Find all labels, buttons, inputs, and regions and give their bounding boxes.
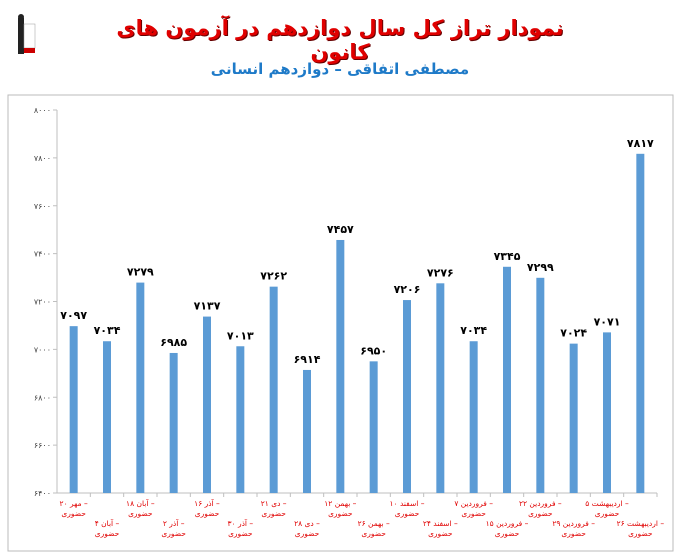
x-tick-label: حضوری <box>461 509 486 518</box>
bar <box>336 239 345 493</box>
x-tick-label: ۲۶ بهمن – <box>358 519 390 528</box>
x-tick-label: ۲۴ اسفند – <box>423 519 458 528</box>
y-tick-label: ۶۸۰۰ <box>34 393 51 402</box>
x-tick-label: ۱۰ اسفند – <box>390 499 425 508</box>
x-tick-label: حضوری <box>328 509 353 518</box>
x-tick-label: حضوری <box>361 529 386 538</box>
x-tick-label: ۷ فروردین – <box>454 499 493 508</box>
bar <box>236 346 245 493</box>
bar <box>503 266 511 493</box>
x-tick-label: حضوری <box>595 509 620 518</box>
bar <box>169 352 178 493</box>
x-tick-label: حضوری <box>395 509 420 518</box>
x-tick-label: ۱۵ فروردین – <box>486 519 529 528</box>
x-tick-label: حضوری <box>628 529 653 538</box>
y-tick-label: ۸۰۰۰ <box>34 106 51 115</box>
x-tick-label: حضوری <box>528 509 553 518</box>
data-label: ۷۰۱۳ <box>227 329 254 342</box>
y-tick-label: ۶۴۰۰ <box>34 489 51 498</box>
x-tick-label: ۲ آذر – <box>163 518 185 528</box>
x-tick-label: حضوری <box>128 509 153 518</box>
kanoon-logo <box>18 14 36 54</box>
data-label: ۷۲۷۶ <box>427 266 454 279</box>
bar <box>69 326 78 493</box>
x-tick-label: ۲۸ دی – <box>294 519 320 528</box>
x-tick-label: ۱۶ آذر – <box>194 498 220 508</box>
data-label: ۶۹۵۰ <box>360 344 387 357</box>
data-label: ۷۰۹۷ <box>60 309 87 322</box>
data-label: ۶۹۸۵ <box>160 336 187 349</box>
bar <box>636 153 645 494</box>
chart-frame <box>7 94 674 552</box>
x-tick-label: حضوری <box>428 529 453 538</box>
x-tick-label: ۵ اردیبهشت – <box>585 499 629 508</box>
data-label: ۷۳۴۵ <box>494 250 521 263</box>
bar <box>603 332 611 493</box>
x-tick-label: ۱۸ آبان – <box>126 498 155 508</box>
y-tick-label: ۷۰۰۰ <box>34 345 51 354</box>
x-tick-label: حضوری <box>495 529 520 538</box>
x-tick-label: ۴ آبان – <box>95 518 120 528</box>
x-tick-label: حضوری <box>261 509 286 518</box>
x-tick-label: ۲۰ مهر – <box>60 499 88 508</box>
y-tick-label: ۷۴۰۰ <box>34 250 51 259</box>
data-label: ۶۹۱۴ <box>294 353 321 366</box>
data-label: ۷۸۱۷ <box>627 137 654 150</box>
data-label: ۷۲۰۶ <box>394 283 421 296</box>
x-tick-label: حضوری <box>161 529 186 538</box>
x-tick-label: حضوری <box>195 509 220 518</box>
y-tick-label: ۶۶۰۰ <box>34 441 51 450</box>
data-label: ۷۴۵۷ <box>327 223 354 236</box>
x-tick-label: حضوری <box>295 529 320 538</box>
data-label: ۷۰۲۴ <box>560 327 587 340</box>
x-tick-label: ۲۹ فروردین – <box>552 519 595 528</box>
x-tick-label: ۱۲ بهمن – <box>324 499 356 508</box>
bar <box>536 277 545 493</box>
bar <box>469 341 478 493</box>
data-label: ۷۱۳۷ <box>194 300 221 313</box>
x-tick-label: ۲۱ دی – <box>261 499 287 508</box>
x-tick-label: ۲۶ اردیبهشت – <box>617 519 665 528</box>
bar <box>303 369 311 493</box>
x-tick-label: حضوری <box>561 529 586 538</box>
bar <box>203 316 211 493</box>
bar <box>103 341 111 493</box>
x-tick-label: ۲۲ فروردین – <box>519 499 562 508</box>
bar <box>269 286 278 493</box>
data-label: ۷۰۳۴ <box>94 324 121 337</box>
data-label: ۷۰۷۱ <box>594 315 621 328</box>
chart-subtitle: مصطفی اتفاقی – دوازدهم انسانی <box>210 60 470 78</box>
x-tick-label: حضوری <box>61 509 86 518</box>
bar <box>569 343 578 493</box>
bar <box>436 283 445 493</box>
y-tick-label: ۷۲۰۰ <box>34 298 51 307</box>
y-tick-label: ۷۸۰۰ <box>34 154 51 163</box>
data-label: ۷۲۷۹ <box>127 266 154 279</box>
x-tick-label: حضوری <box>228 529 253 538</box>
bar <box>369 361 378 493</box>
data-label: ۷۲۹۹ <box>527 261 554 274</box>
y-tick-label: ۷۶۰۰ <box>34 202 51 211</box>
bar <box>136 282 145 493</box>
bar <box>403 300 411 493</box>
chart-title: نمودار تراز کل سال دوازدهم در آزمون های … <box>116 16 564 64</box>
data-label: ۷۲۶۲ <box>260 270 287 283</box>
data-label: ۷۰۳۴ <box>460 324 487 337</box>
x-tick-label: ۳۰ آذر – <box>228 518 254 528</box>
x-tick-label: حضوری <box>95 529 120 538</box>
